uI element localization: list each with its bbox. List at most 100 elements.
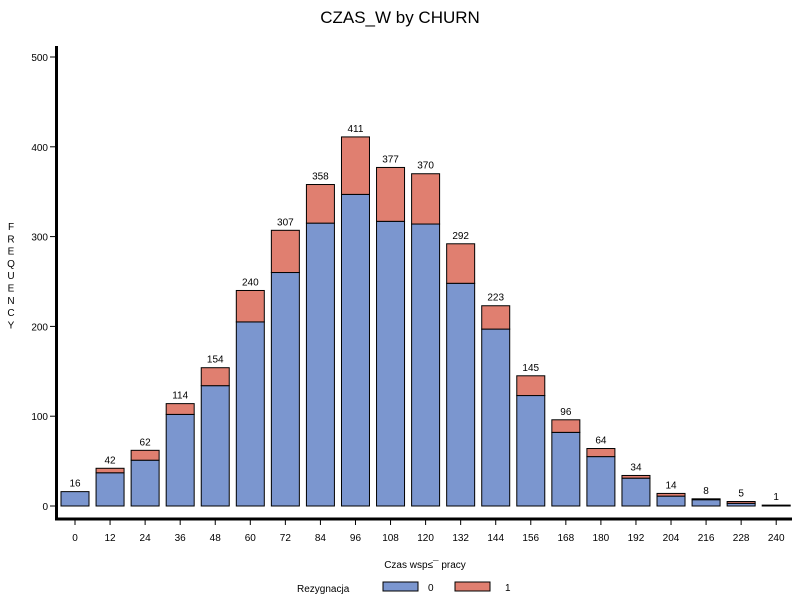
bar-total-label: 14 (665, 480, 677, 491)
x-axis-label: Czas wsp≤¯ pracy (384, 559, 466, 571)
y-axis-label-letter: Y (8, 320, 15, 331)
bar-segment-churn-0 (411, 223, 441, 507)
bar-total-label: 8 (703, 486, 709, 497)
x-tick-label: 84 (315, 533, 327, 544)
y-axis-label-letter: E (8, 284, 15, 295)
bar-segment-churn-0 (376, 220, 406, 507)
y-tick-label: 400 (31, 143, 48, 154)
bar-total-label: 154 (207, 355, 224, 366)
x-tick-label: 156 (522, 533, 539, 544)
chart-title: CZAS_W by CHURN (320, 8, 480, 27)
x-tick-label: 36 (175, 533, 187, 544)
y-axis-label-letter: N (7, 296, 14, 307)
bar-segment-churn-1 (340, 136, 370, 195)
x-tick-label: 216 (698, 533, 715, 544)
bar-total-label: 42 (104, 455, 116, 466)
bar-segment-churn-0 (551, 431, 581, 507)
y-tick-label: 500 (31, 53, 48, 64)
bar-segment-churn-1 (691, 498, 721, 501)
x-tick-label: 96 (350, 533, 362, 544)
bar-segment-churn-1 (200, 367, 230, 387)
legend: Rezygnacja 0 1 (297, 581, 511, 595)
bar-segment-churn-1 (446, 243, 476, 284)
bar-total-label: 307 (277, 217, 294, 228)
bar-segment-churn-0 (60, 491, 90, 507)
bar-segment-churn-1 (551, 419, 581, 433)
bar-total-label: 358 (312, 172, 329, 183)
bar-segment-churn-0 (656, 495, 686, 507)
bar-segment-churn-0 (270, 272, 300, 507)
bar-segment-churn-1 (130, 449, 160, 461)
bar-total-label: 16 (69, 479, 81, 490)
bar-total-label: 370 (417, 161, 434, 172)
bar-total-label: 62 (140, 437, 152, 448)
bar-segment-churn-1 (621, 474, 651, 479)
x-tick-label: 132 (452, 533, 469, 544)
bar-total-label: 114 (172, 391, 188, 402)
bar-segment-churn-0 (340, 193, 370, 507)
x-tick-label: 60 (245, 533, 257, 544)
y-axis-label-letter: C (7, 308, 14, 319)
y-axis-label-letter: F (8, 222, 14, 233)
y-axis-label-letter: E (8, 247, 15, 258)
bar-total-label: 411 (348, 124, 364, 135)
bar-segment-churn-1 (481, 305, 511, 330)
bar-total-label: 377 (382, 154, 399, 165)
x-tick-label: 180 (593, 533, 610, 544)
bar-segment-churn-0 (305, 222, 335, 507)
bar-segment-churn-1 (411, 173, 441, 225)
bar-total-label: 34 (630, 462, 642, 473)
y-tick-label: 300 (31, 233, 48, 244)
y-tick-label: 0 (42, 502, 48, 513)
x-tick-label: 48 (210, 533, 222, 544)
x-axis: 0 12 24 36 48 60 72 84 96 108 120 132 144 156 168 180 19… (55, 517, 792, 544)
x-tick-label: 0 (72, 533, 78, 544)
legend-title: Rezygnacja (297, 584, 350, 595)
bar-segment-churn-0 (446, 282, 476, 507)
y-tick-label: 200 (31, 322, 48, 333)
bar-segment-churn-1 (270, 229, 300, 274)
bar-segment-churn-1 (656, 492, 686, 497)
bars: 1642621141542403073584113773702922231459… (60, 124, 791, 507)
legend-swatch-0 (382, 581, 419, 592)
legend-label-1: 1 (505, 583, 511, 594)
bar-segment-churn-0 (95, 472, 125, 507)
bar-segment-churn-0 (481, 328, 511, 507)
y-axis: 0 100 200 300 400 500 (31, 46, 58, 520)
bar-total-label: 292 (452, 231, 469, 242)
x-tick-label: 24 (140, 533, 152, 544)
x-tick-label: 228 (733, 533, 750, 544)
bar-segment-churn-1 (95, 467, 125, 474)
bar-segment-churn-1 (726, 501, 756, 504)
bar-total-label: 223 (487, 293, 504, 304)
bar-segment-churn-0 (235, 321, 265, 507)
bar-segment-churn-0 (165, 413, 195, 507)
bar-segment-churn-0 (586, 456, 616, 507)
bar-total-label: 1 (773, 492, 779, 503)
bar-segment-churn-0 (691, 499, 721, 507)
bar-segment-churn-1 (376, 166, 406, 222)
x-tick-label: 144 (487, 533, 504, 544)
bar-segment-churn-1 (305, 184, 335, 224)
x-tick-label: 120 (417, 533, 434, 544)
bar-total-label: 64 (595, 436, 607, 447)
x-tick-label: 192 (628, 533, 645, 544)
bar-segment-churn-0 (621, 477, 651, 507)
x-tick-label: 108 (382, 533, 399, 544)
y-axis-label-letter: Q (7, 259, 15, 270)
x-tick-label: 12 (104, 533, 116, 544)
y-axis-label-letter: U (7, 271, 14, 282)
legend-swatch-1 (454, 581, 491, 592)
bar-total-label: 240 (242, 277, 259, 288)
legend-label-0: 0 (428, 583, 434, 594)
x-tick-label: 72 (280, 533, 292, 544)
bar-segment-churn-1 (165, 403, 195, 415)
bar-total-label: 145 (522, 363, 539, 374)
bar-total-label: 5 (738, 489, 744, 500)
x-tick-label: 168 (557, 533, 574, 544)
y-axis-label-letter: R (7, 234, 14, 245)
bar-segment-churn-0 (516, 395, 546, 507)
bar-segment-churn-0 (200, 385, 230, 507)
